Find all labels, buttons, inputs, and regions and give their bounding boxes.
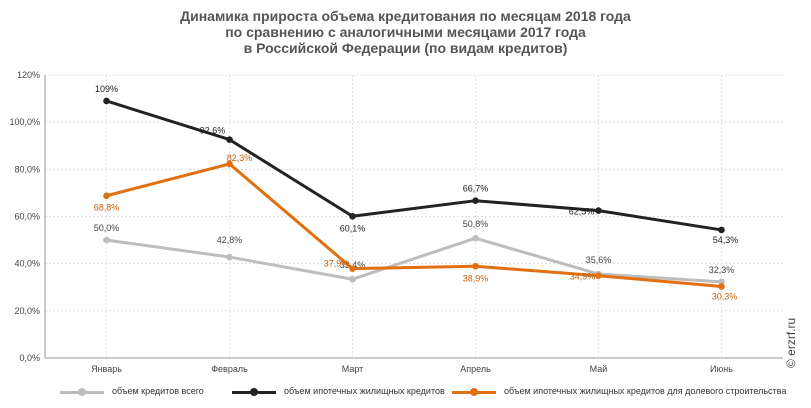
legend-label-total: объем кредитов всего: [112, 386, 204, 396]
x-tick-label: Февраль: [211, 364, 248, 374]
x-tick-label: Май: [590, 364, 608, 374]
data-point: [349, 275, 356, 283]
data-label: 35,6%: [586, 255, 612, 265]
data-label: 38,9%: [463, 273, 489, 283]
x-tick-label: Март: [342, 364, 364, 374]
data-point: [226, 160, 233, 168]
y-tick-label: 40,0%: [14, 259, 40, 269]
data-label: 50,0%: [94, 223, 120, 233]
series-line: [106, 162, 722, 289]
y-tick-label: 20,0%: [14, 306, 40, 316]
data-point: [103, 236, 110, 244]
series-line: [106, 236, 722, 284]
data-label: 92,6%: [200, 126, 226, 136]
data-label: 66,7%: [463, 184, 489, 194]
data-label: 62,5%: [569, 207, 595, 217]
legend-label-mortgage: объем ипотечных жилищных кредитов: [284, 386, 445, 396]
data-point: [472, 262, 479, 270]
data-point: [103, 192, 110, 200]
series-line: [106, 99, 722, 232]
watermark-text: © erzrf.ru: [784, 317, 798, 368]
data-label: 50,8%: [463, 219, 489, 229]
data-label: 30,3%: [712, 292, 738, 302]
data-point: [595, 207, 602, 214]
watermark: © erzrf.ru: [782, 300, 802, 370]
data-point: [718, 278, 725, 286]
data-point: [226, 253, 233, 261]
title-line-2: по сравнению с аналогичными месяцами 201…: [225, 24, 586, 40]
data-label: 54,3%: [713, 235, 739, 245]
data-point: [595, 272, 602, 279]
x-tick-label: Апрель: [460, 364, 491, 374]
title-line-1: Динамика прироста объема кредитования по…: [180, 8, 631, 24]
data-label: 32,3%: [709, 265, 735, 275]
data-point: [718, 283, 725, 290]
title-line-3: в Российской Федерации (по видам кредито…: [243, 40, 568, 56]
legend-label-shared: объем ипотечных жилищных кредитов для до…: [504, 386, 787, 396]
data-label: 33,4%: [340, 260, 366, 270]
data-label: 60,1%: [340, 223, 366, 233]
data-label: 68,8%: [94, 203, 120, 213]
data-point: [349, 212, 356, 220]
legend-dot-mortgage: [250, 388, 258, 396]
data-label: 37,9%: [324, 259, 350, 269]
legend-dot-total: [78, 388, 86, 396]
x-tick-label: Январь: [91, 364, 122, 374]
data-point: [472, 234, 479, 242]
x-tick-label: Июнь: [710, 364, 733, 374]
y-tick-label: 100,0%: [9, 117, 40, 127]
chart-title: Динамика прироста объема кредитования по…: [0, 8, 811, 56]
y-tick-label: 120%: [17, 70, 40, 80]
y-tick-label: 80,0%: [14, 164, 40, 174]
y-tick-label: 60,0%: [14, 212, 40, 222]
data-point: [226, 136, 233, 143]
data-label: 34,9%: [570, 272, 596, 282]
data-label: 109%: [95, 84, 118, 94]
data-point: [349, 265, 356, 272]
y-tick-label: 0,0%: [19, 353, 40, 363]
data-point: [103, 97, 110, 105]
data-label: 42,8%: [217, 235, 243, 245]
data-point: [472, 197, 479, 204]
legend-dot-shared: [470, 388, 478, 396]
data-point: [718, 226, 725, 234]
data-label: 82,3%: [227, 153, 253, 163]
